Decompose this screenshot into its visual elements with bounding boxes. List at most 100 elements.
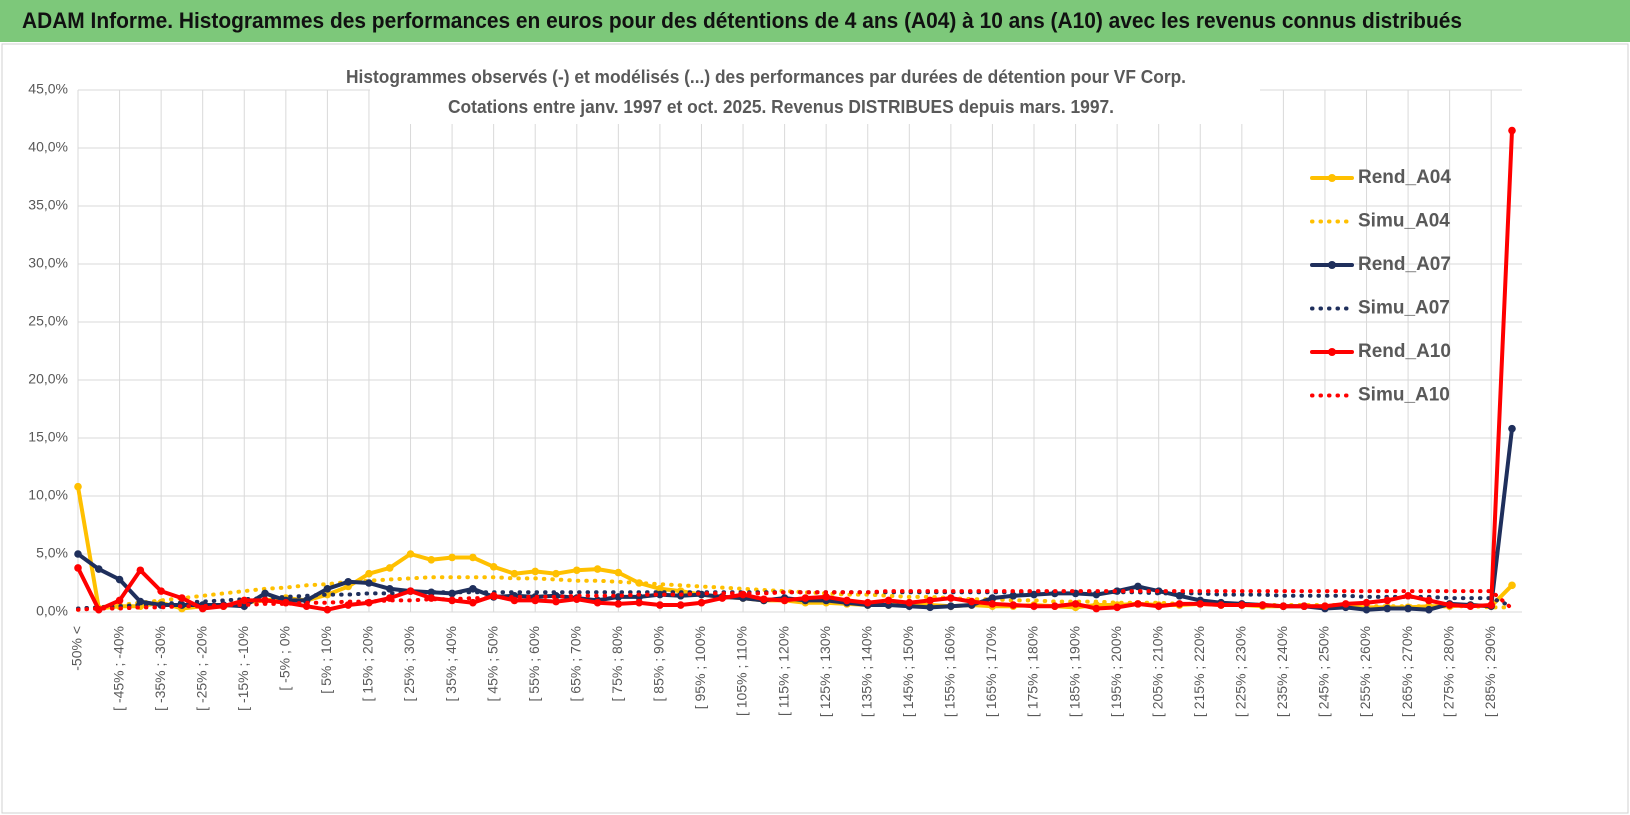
x-tick-label: [ 215% ; 220% [1191,626,1207,717]
series-line [76,590,1514,611]
marker [656,590,664,599]
marker [1154,602,1163,610]
marker [74,564,82,572]
x-tick-label: [ 205% ; 210% [1149,626,1165,717]
x-tick-label: [ 95% ; 100% [692,626,708,709]
marker [1134,582,1142,591]
x-tick-label: [ 175% ; 180% [1025,626,1041,717]
marker [1113,603,1121,612]
marker [1300,602,1308,610]
marker [1508,581,1516,590]
chart-subtitle: Cotations entre janv. 1997 et oct. 2025.… [448,97,1114,117]
y-tick-label: 10,0% [28,487,68,503]
marker [261,589,269,598]
marker [1362,598,1371,607]
legend-label: Simu_A04 [1358,211,1450,232]
marker [1217,601,1225,609]
x-tick-label: [ 185% ; 190% [1066,626,1082,717]
marker [489,562,498,571]
marker [427,556,436,564]
legend-marker [1328,174,1336,182]
marker [136,566,145,575]
y-tick-label: 5,0% [36,545,68,561]
marker [1404,604,1412,613]
x-tick-label: [ -45% ; -40% [110,626,126,711]
marker [1134,600,1142,608]
marker [656,601,664,609]
marker [1258,601,1267,609]
marker [593,598,602,607]
marker [1071,600,1080,608]
y-tick-label: 25,0% [28,313,68,329]
marker [157,587,165,595]
marker [822,593,830,601]
marker [863,598,872,607]
marker [1341,600,1350,608]
marker [947,602,955,610]
legend-label: Rend_A10 [1358,341,1451,362]
marker [365,569,373,578]
x-tick-label: [ 275% ; 280% [1440,626,1456,717]
x-tick-label: [ -15% ; -10% [235,626,251,711]
x-tick-label: [ 25% ; 30% [401,626,417,702]
x-tick-label: [ 225% ; 230% [1233,626,1249,717]
marker [1508,424,1516,433]
marker [406,587,415,595]
title-box [370,62,1260,124]
marker [1009,601,1018,609]
marker [947,594,955,602]
marker [240,596,249,605]
x-tick-label: [ 235% ; 240% [1274,626,1290,717]
plot: -50% < [ -45% ; -40% [ -35% ; -30% [ -25% ;… [28,81,1522,717]
marker [1383,596,1392,605]
x-tick-label: [ 195% ; 200% [1108,626,1124,717]
marker [780,596,789,605]
x-tick-label: [ 105% ; 110% [734,626,750,716]
marker [1175,600,1184,608]
marker [510,569,519,578]
x-tick-label: [ 285% ; 290% [1482,626,1498,717]
marker [261,596,269,605]
legend-label: Simu_A10 [1358,385,1450,406]
y-tick-label: 40,0% [28,139,68,155]
marker [967,597,976,606]
marker [115,596,124,605]
chart-title: Histogrammes observés (-) et modélisés (… [346,67,1186,87]
y-tick-label: 30,0% [28,255,68,271]
marker [552,597,560,606]
x-tick-label: [ 125% ; 130% [817,626,833,717]
x-tick-label: [ 75% ; 80% [609,626,625,702]
x-tick-label: [ -5% ; 0% [277,626,293,691]
marker [697,598,706,607]
marker [323,585,332,593]
marker [801,594,810,602]
marker [1092,604,1101,613]
marker [614,568,623,577]
series-line [76,589,1514,612]
marker [884,596,893,605]
marker [178,594,186,602]
marker [1466,602,1475,610]
marker [843,596,851,605]
marker [635,598,643,607]
marker [115,575,124,584]
marker [385,564,394,572]
x-tick-label: [ 15% ; 20% [360,626,376,702]
marker [572,566,581,575]
marker [926,603,934,612]
y-tick-label: 45,0% [28,81,68,97]
marker [905,598,914,607]
header-bar [0,0,1630,42]
x-tick-label: [ 245% ; 250% [1316,626,1332,717]
marker [1279,602,1288,610]
x-tick-label: [ 155% ; 160% [942,626,958,717]
marker [988,594,997,602]
marker [1404,591,1412,600]
y-tick-label: 20,0% [28,371,68,387]
marker [406,550,415,558]
marker [718,594,727,602]
y-tick-label: 15,0% [28,429,68,445]
marker [656,585,664,593]
x-tick-label: [ 55% ; 60% [526,626,542,702]
